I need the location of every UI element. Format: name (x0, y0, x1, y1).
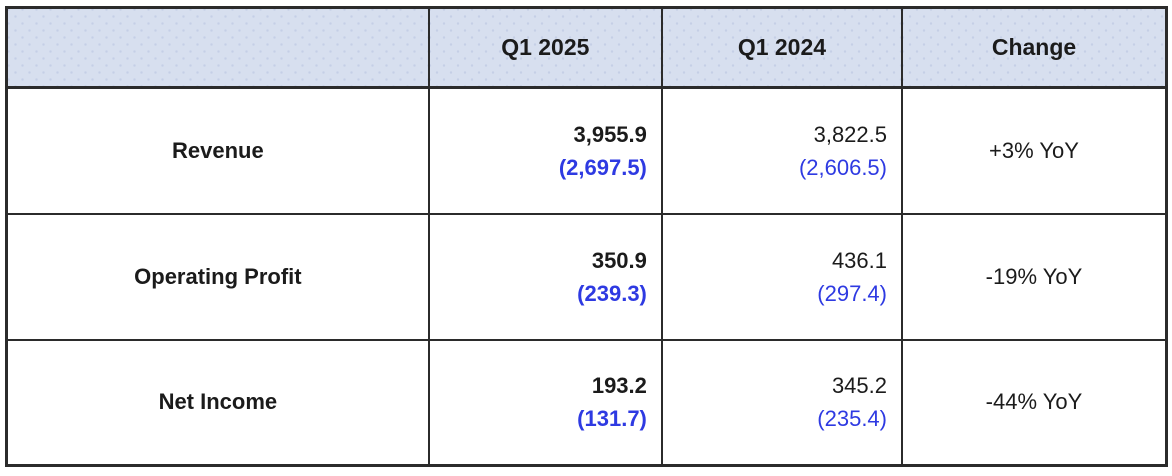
cell-operating-profit-q1-2025: 350.9 (239.3) (427, 212, 663, 341)
value-main: 345.2 (831, 373, 887, 399)
cell-operating-profit-change: -19% YoY (901, 212, 1168, 341)
cell-net-income-q1-2024: 345.2 (235.4) (660, 338, 904, 467)
cell-revenue-q1-2025: 3,955.9 (2,697.5) (427, 86, 663, 215)
header-row: Q1 2025 Q1 2024 Change (5, 6, 1168, 89)
row-label-operating-profit: Operating Profit (5, 212, 430, 341)
cell-operating-profit-q1-2024: 436.1 (297.4) (660, 212, 904, 341)
value-main: 350.9 (591, 247, 647, 273)
value-sub: (2,606.5) (798, 154, 887, 180)
value-sub: (131.7) (577, 406, 647, 432)
value-main: 193.2 (591, 373, 647, 399)
value-sub: (239.3) (577, 280, 647, 306)
row-label-revenue: Revenue (5, 86, 430, 215)
header-change: Change (901, 6, 1168, 89)
row-label-net-income: Net Income (5, 338, 430, 467)
header-metric-empty (5, 6, 430, 89)
value-main: 3,822.5 (813, 121, 887, 147)
value-sub: (297.4) (817, 280, 887, 306)
header-q1-2024: Q1 2024 (660, 6, 904, 89)
cell-revenue-q1-2024: 3,822.5 (2,606.5) (660, 86, 904, 215)
value-sub: (235.4) (817, 406, 887, 432)
cell-net-income-q1-2025: 193.2 (131.7) (427, 338, 663, 467)
table-row-operating-profit: Operating Profit 350.9 (239.3) 436.1 (29… (5, 212, 1168, 341)
table-row-net-income: Net Income 193.2 (131.7) 345.2 (235.4) -… (5, 338, 1168, 467)
value-sub: (2,697.5) (558, 154, 647, 180)
value-main: 436.1 (831, 247, 887, 273)
quarterly-results-table: Q1 2025 Q1 2024 Change Revenue 3,955.9 (… (5, 6, 1168, 467)
value-main: 3,955.9 (573, 121, 647, 147)
cell-revenue-change: +3% YoY (901, 86, 1168, 215)
cell-net-income-change: -44% YoY (901, 338, 1168, 467)
header-q1-2025: Q1 2025 (427, 6, 663, 89)
table-row-revenue: Revenue 3,955.9 (2,697.5) 3,822.5 (2,606… (5, 86, 1168, 215)
